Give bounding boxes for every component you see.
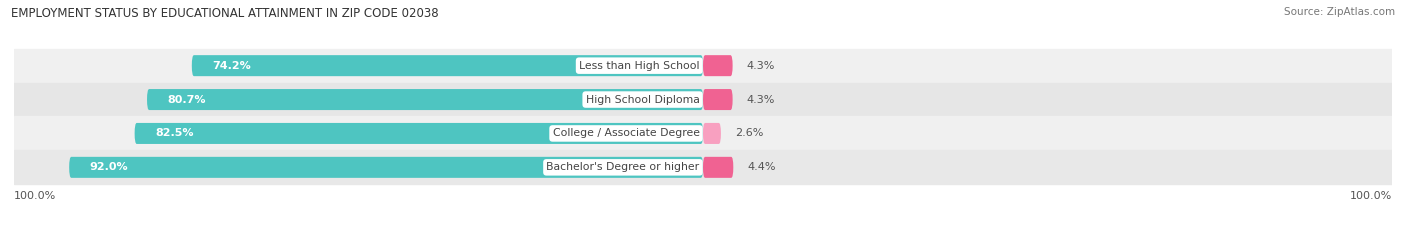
Text: 82.5%: 82.5%	[155, 128, 194, 138]
FancyBboxPatch shape	[148, 89, 703, 110]
Text: 4.3%: 4.3%	[747, 95, 775, 105]
Text: 74.2%: 74.2%	[212, 61, 252, 71]
Bar	[14, 49, 1392, 83]
Text: High School Diploma: High School Diploma	[586, 95, 700, 105]
Bar	[14, 83, 1392, 116]
FancyBboxPatch shape	[703, 157, 734, 178]
Text: Less than High School: Less than High School	[579, 61, 700, 71]
Text: 4.3%: 4.3%	[747, 61, 775, 71]
Text: Bachelor's Degree or higher: Bachelor's Degree or higher	[547, 162, 700, 172]
Text: Source: ZipAtlas.com: Source: ZipAtlas.com	[1284, 7, 1395, 17]
Text: 80.7%: 80.7%	[167, 95, 207, 105]
Text: 100.0%: 100.0%	[14, 191, 56, 201]
FancyBboxPatch shape	[135, 123, 703, 144]
FancyBboxPatch shape	[191, 55, 703, 76]
Bar	[14, 150, 1392, 184]
Text: 92.0%: 92.0%	[90, 162, 128, 172]
Bar	[14, 116, 1392, 150]
Text: College / Associate Degree: College / Associate Degree	[553, 128, 700, 138]
Text: 4.4%: 4.4%	[747, 162, 776, 172]
Text: 2.6%: 2.6%	[735, 128, 763, 138]
FancyBboxPatch shape	[703, 55, 733, 76]
FancyBboxPatch shape	[703, 123, 721, 144]
FancyBboxPatch shape	[69, 157, 703, 178]
Text: 100.0%: 100.0%	[1350, 191, 1392, 201]
Text: EMPLOYMENT STATUS BY EDUCATIONAL ATTAINMENT IN ZIP CODE 02038: EMPLOYMENT STATUS BY EDUCATIONAL ATTAINM…	[11, 7, 439, 20]
FancyBboxPatch shape	[703, 89, 733, 110]
